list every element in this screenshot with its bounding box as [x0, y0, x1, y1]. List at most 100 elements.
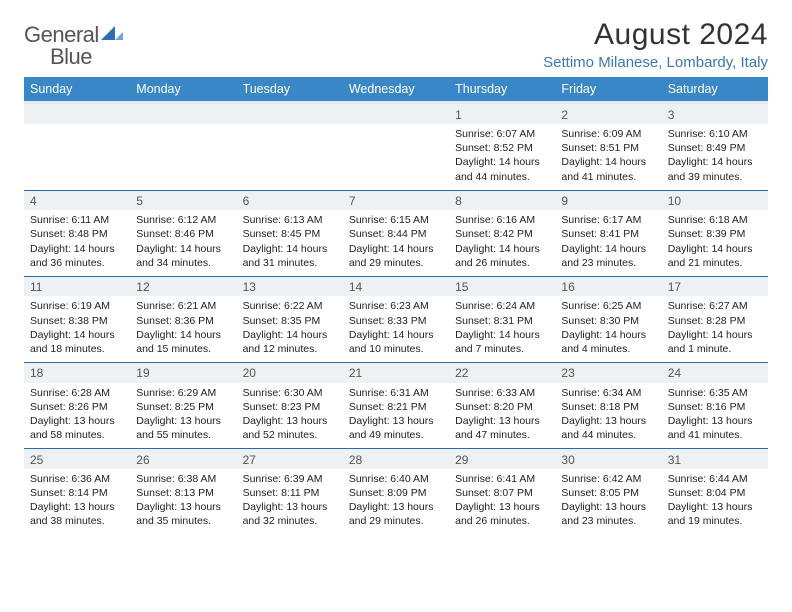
- sunset-line: Sunset: 8:09 PM: [349, 486, 443, 500]
- day-number-cell: 17: [662, 276, 768, 296]
- day-number: 29: [455, 453, 468, 467]
- sunset-line: Sunset: 8:25 PM: [136, 400, 230, 414]
- sunset-line: Sunset: 8:14 PM: [30, 486, 124, 500]
- day-of-week-header: Sunday Monday Tuesday Wednesday Thursday…: [24, 77, 768, 101]
- sunset-line: Sunset: 8:49 PM: [668, 141, 762, 155]
- day-number: 28: [349, 453, 362, 467]
- day-detail-cell: Sunrise: 6:29 AMSunset: 8:25 PMDaylight:…: [130, 383, 236, 449]
- calendar-table: Sunday Monday Tuesday Wednesday Thursday…: [24, 77, 768, 534]
- day-detail-cell: Sunrise: 6:38 AMSunset: 8:13 PMDaylight:…: [130, 469, 236, 535]
- sunrise-line: Sunrise: 6:40 AM: [349, 472, 443, 486]
- day-detail-cell: Sunrise: 6:35 AMSunset: 8:16 PMDaylight:…: [662, 383, 768, 449]
- daylight-line: Daylight: 13 hours and 38 minutes.: [30, 500, 124, 528]
- daylight-line: Daylight: 13 hours and 55 minutes.: [136, 414, 230, 442]
- day-number: 17: [668, 280, 681, 294]
- day-number: 6: [243, 194, 250, 208]
- day-detail-cell: Sunrise: 6:30 AMSunset: 8:23 PMDaylight:…: [237, 383, 343, 449]
- sunset-line: Sunset: 8:05 PM: [561, 486, 655, 500]
- sunset-line: Sunset: 8:52 PM: [455, 141, 549, 155]
- daylight-line: Daylight: 14 hours and 1 minute.: [668, 328, 762, 356]
- sunrise-line: Sunrise: 6:31 AM: [349, 386, 443, 400]
- day-number: 31: [668, 453, 681, 467]
- day-detail-cell: Sunrise: 6:22 AMSunset: 8:35 PMDaylight:…: [237, 296, 343, 362]
- sunrise-line: Sunrise: 6:28 AM: [30, 386, 124, 400]
- day-detail-cell: Sunrise: 6:19 AMSunset: 8:38 PMDaylight:…: [24, 296, 130, 362]
- daylight-line: Daylight: 14 hours and 36 minutes.: [30, 242, 124, 270]
- day-detail-cell: Sunrise: 6:25 AMSunset: 8:30 PMDaylight:…: [555, 296, 661, 362]
- day-number-cell: 21: [343, 363, 449, 383]
- sunset-line: Sunset: 8:44 PM: [349, 227, 443, 241]
- sunrise-line: Sunrise: 6:36 AM: [30, 472, 124, 486]
- sunrise-line: Sunrise: 6:25 AM: [561, 299, 655, 313]
- sunset-line: Sunset: 8:04 PM: [668, 486, 762, 500]
- day-number: 11: [30, 280, 42, 294]
- day-detail-cell: Sunrise: 6:33 AMSunset: 8:20 PMDaylight:…: [449, 383, 555, 449]
- day-detail-cell: Sunrise: 6:13 AMSunset: 8:45 PMDaylight:…: [237, 210, 343, 276]
- daylight-line: Daylight: 14 hours and 4 minutes.: [561, 328, 655, 356]
- day-detail-cell: Sunrise: 6:07 AMSunset: 8:52 PMDaylight:…: [449, 124, 555, 190]
- day-number-cell: 13: [237, 276, 343, 296]
- week-content-row: Sunrise: 6:07 AMSunset: 8:52 PMDaylight:…: [24, 124, 768, 190]
- sunset-line: Sunset: 8:18 PM: [561, 400, 655, 414]
- day-number: 25: [30, 453, 43, 467]
- sunrise-line: Sunrise: 6:24 AM: [455, 299, 549, 313]
- day-number: 5: [136, 194, 143, 208]
- day-number: 15: [455, 280, 468, 294]
- daylight-line: Daylight: 14 hours and 21 minutes.: [668, 242, 762, 270]
- day-detail-cell: [343, 124, 449, 190]
- daylight-line: Daylight: 13 hours and 52 minutes.: [243, 414, 337, 442]
- sunrise-line: Sunrise: 6:42 AM: [561, 472, 655, 486]
- day-number-cell: 31: [662, 449, 768, 469]
- daylight-line: Daylight: 13 hours and 44 minutes.: [561, 414, 655, 442]
- day-detail-cell: Sunrise: 6:17 AMSunset: 8:41 PMDaylight:…: [555, 210, 661, 276]
- sunrise-line: Sunrise: 6:29 AM: [136, 386, 230, 400]
- day-number-cell: 8: [449, 190, 555, 210]
- daylight-line: Daylight: 13 hours and 29 minutes.: [349, 500, 443, 528]
- day-number-cell: 16: [555, 276, 661, 296]
- day-detail-cell: [130, 124, 236, 190]
- day-number-cell: 7: [343, 190, 449, 210]
- dow-friday: Friday: [555, 77, 661, 101]
- day-number: 27: [243, 453, 256, 467]
- sunrise-line: Sunrise: 6:38 AM: [136, 472, 230, 486]
- day-number-cell: 1: [449, 104, 555, 124]
- sunrise-line: Sunrise: 6:34 AM: [561, 386, 655, 400]
- day-number-cell: 11: [24, 276, 130, 296]
- dow-wednesday: Wednesday: [343, 77, 449, 101]
- sunrise-line: Sunrise: 6:35 AM: [668, 386, 762, 400]
- day-number: 23: [561, 366, 574, 380]
- sunrise-line: Sunrise: 6:11 AM: [30, 213, 124, 227]
- daylight-line: Daylight: 14 hours and 15 minutes.: [136, 328, 230, 356]
- day-detail-cell: [24, 124, 130, 190]
- day-number: 18: [30, 366, 43, 380]
- sunset-line: Sunset: 8:11 PM: [243, 486, 337, 500]
- day-number: 1: [455, 108, 462, 122]
- sunrise-line: Sunrise: 6:27 AM: [668, 299, 762, 313]
- sunset-line: Sunset: 8:21 PM: [349, 400, 443, 414]
- day-number: 8: [455, 194, 462, 208]
- daylight-line: Daylight: 14 hours and 26 minutes.: [455, 242, 549, 270]
- day-detail-cell: Sunrise: 6:42 AMSunset: 8:05 PMDaylight:…: [555, 469, 661, 535]
- week-content-row: Sunrise: 6:36 AMSunset: 8:14 PMDaylight:…: [24, 469, 768, 535]
- day-number: 9: [561, 194, 568, 208]
- daylight-line: Daylight: 14 hours and 39 minutes.: [668, 155, 762, 183]
- week-date-row: 45678910: [24, 190, 768, 210]
- day-number: 19: [136, 366, 149, 380]
- sunrise-line: Sunrise: 6:17 AM: [561, 213, 655, 227]
- day-number-cell: 5: [130, 190, 236, 210]
- daylight-line: Daylight: 13 hours and 41 minutes.: [668, 414, 762, 442]
- daylight-line: Daylight: 13 hours and 19 minutes.: [668, 500, 762, 528]
- sunrise-line: Sunrise: 6:10 AM: [668, 127, 762, 141]
- day-number: 30: [561, 453, 574, 467]
- day-detail-cell: Sunrise: 6:40 AMSunset: 8:09 PMDaylight:…: [343, 469, 449, 535]
- dow-thursday: Thursday: [449, 77, 555, 101]
- sunrise-line: Sunrise: 6:19 AM: [30, 299, 124, 313]
- calendar-body: 1 23 Sunrise: 6:07 AMSunset: 8:52 PMDayli…: [24, 104, 768, 534]
- day-detail-cell: Sunrise: 6:15 AMSunset: 8:44 PMDaylight:…: [343, 210, 449, 276]
- brand-logo: General Blue: [24, 18, 123, 68]
- day-number: 13: [243, 280, 256, 294]
- daylight-line: Daylight: 14 hours and 10 minutes.: [349, 328, 443, 356]
- header: General Blue August 2024 Settimo Milanes…: [24, 18, 768, 71]
- daylight-line: Daylight: 14 hours and 18 minutes.: [30, 328, 124, 356]
- dow-monday: Monday: [130, 77, 236, 101]
